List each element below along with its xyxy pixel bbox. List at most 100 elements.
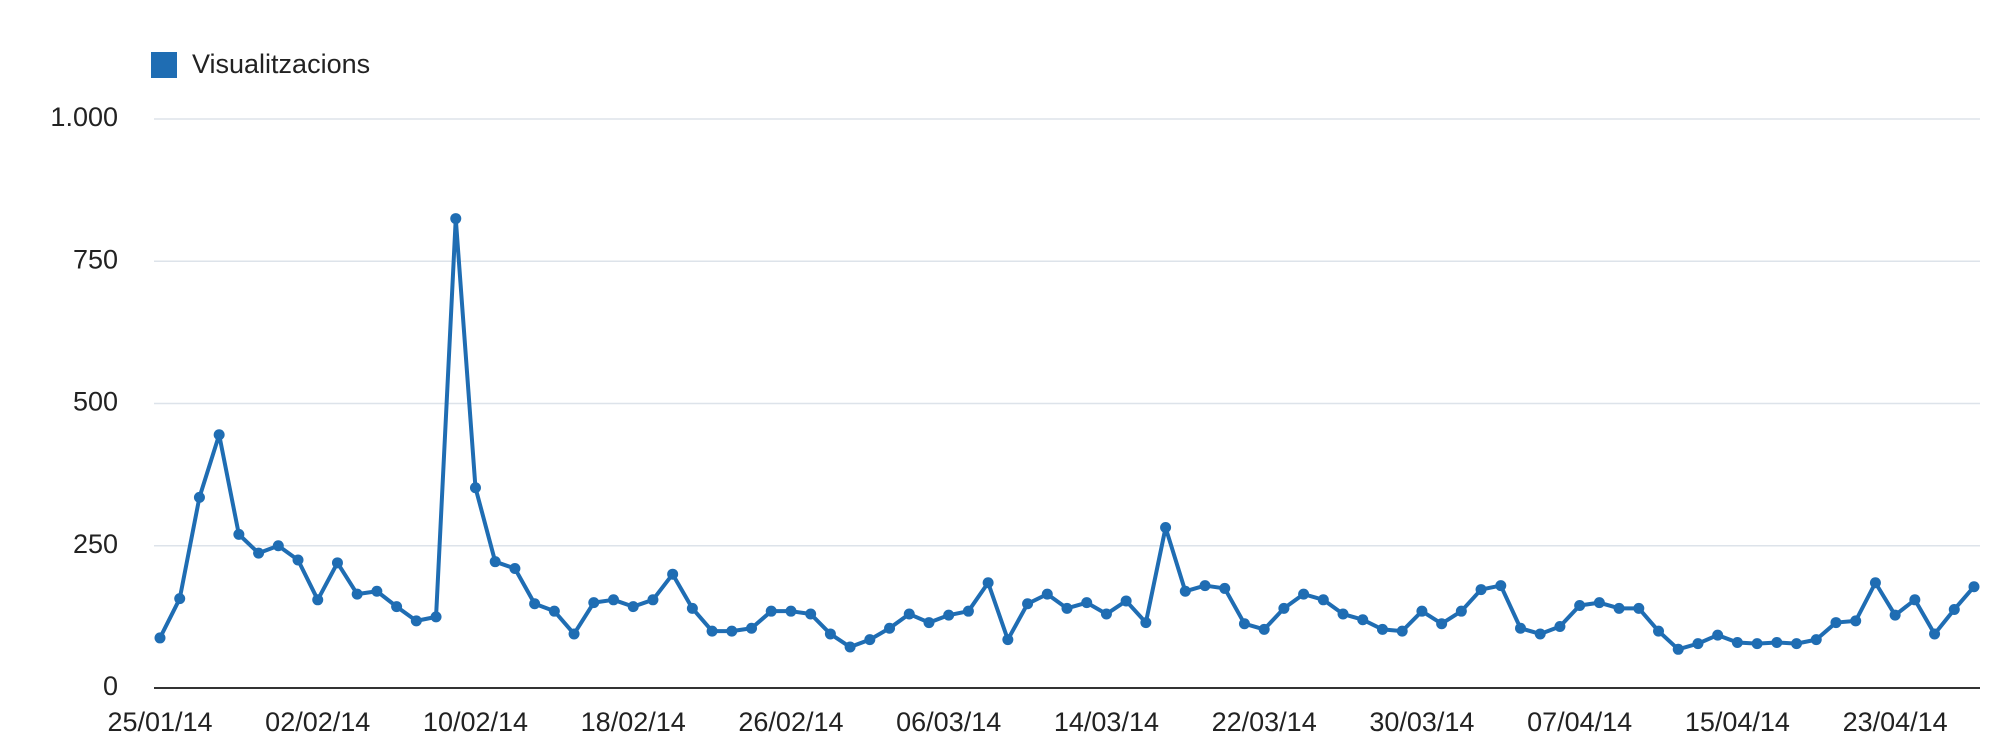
x-tick-label: 07/04/14	[1527, 707, 1632, 737]
data-point	[805, 608, 817, 620]
data-point	[450, 213, 462, 225]
data-point	[331, 557, 343, 569]
data-point	[233, 528, 245, 540]
data-point	[1613, 602, 1625, 614]
data-point	[1554, 621, 1566, 633]
data-point	[1968, 581, 1980, 593]
data-point	[1357, 614, 1369, 626]
data-point	[923, 617, 935, 629]
y-tick-label: 0	[103, 671, 118, 701]
x-tick-label: 14/03/14	[1054, 707, 1159, 737]
data-point	[844, 641, 856, 653]
y-tick-label: 750	[73, 244, 118, 274]
data-point	[1376, 623, 1388, 635]
data-point	[154, 632, 166, 644]
y-tick-label: 250	[73, 529, 118, 559]
data-point	[785, 605, 797, 617]
x-tick-label: 06/03/14	[896, 707, 1001, 737]
data-point	[174, 593, 186, 605]
data-point	[1810, 634, 1822, 646]
x-tick-label: 30/03/14	[1369, 707, 1474, 737]
data-point	[1771, 636, 1783, 648]
data-point	[1219, 582, 1231, 594]
data-point	[1948, 603, 1960, 615]
data-point	[1751, 638, 1763, 650]
data-point	[1909, 594, 1921, 606]
data-point	[864, 634, 876, 646]
y-tick-label: 1.000	[50, 102, 118, 132]
data-point	[1002, 634, 1014, 646]
data-point	[1929, 628, 1941, 640]
data-point	[1692, 638, 1704, 650]
data-point	[1081, 597, 1093, 609]
data-point	[686, 602, 698, 614]
data-point	[588, 597, 600, 609]
x-tick-label: 02/02/14	[265, 707, 370, 737]
data-point	[193, 491, 205, 503]
y-tick-label: 500	[73, 387, 118, 417]
data-point	[1337, 608, 1349, 620]
data-point	[1041, 588, 1053, 600]
data-point	[568, 628, 580, 640]
x-tick-label: 25/01/14	[107, 707, 212, 737]
x-tick-label: 23/04/14	[1843, 707, 1948, 737]
data-point	[548, 605, 560, 617]
data-point	[1199, 580, 1211, 592]
data-point	[1731, 636, 1743, 648]
data-point	[1278, 602, 1290, 614]
data-point	[272, 540, 284, 552]
data-point	[371, 585, 383, 597]
data-point	[1574, 599, 1586, 611]
data-point	[292, 554, 304, 566]
data-point	[1160, 522, 1172, 534]
data-point	[1653, 625, 1665, 637]
data-point	[962, 605, 974, 617]
data-point	[213, 429, 225, 441]
data-point	[1100, 608, 1112, 620]
data-point	[1712, 629, 1724, 641]
data-point	[509, 563, 521, 575]
data-point	[1298, 588, 1310, 600]
data-point	[1475, 584, 1487, 596]
data-point	[410, 615, 422, 627]
data-point	[647, 594, 659, 606]
data-point	[1140, 617, 1152, 629]
data-point	[608, 594, 619, 606]
data-point	[1850, 615, 1862, 627]
data-point	[627, 601, 639, 613]
x-tick-label: 26/02/14	[738, 707, 843, 737]
series-line	[158, 216, 1976, 652]
data-point	[1791, 638, 1803, 650]
x-tick-label: 22/03/14	[1212, 707, 1317, 737]
data-point	[529, 598, 541, 610]
data-point	[1672, 643, 1684, 655]
x-tick-label: 18/02/14	[581, 707, 686, 737]
data-point	[746, 622, 758, 634]
data-point	[1889, 609, 1901, 621]
data-point	[1120, 595, 1132, 607]
data-point	[1317, 594, 1329, 606]
data-point	[1061, 602, 1073, 614]
data-point	[351, 588, 363, 600]
data-point	[903, 608, 915, 620]
data-point	[1179, 585, 1191, 597]
data-point	[1258, 623, 1270, 635]
legend-swatch	[151, 52, 177, 78]
x-tick-label: 15/04/14	[1685, 707, 1790, 737]
data-point	[1593, 597, 1605, 609]
data-point	[667, 568, 679, 580]
data-point	[1455, 605, 1467, 617]
data-point	[253, 547, 265, 559]
data-point	[726, 625, 738, 637]
data-point	[469, 482, 481, 494]
data-point	[765, 605, 777, 617]
data-point	[1830, 617, 1842, 629]
data-point	[1869, 577, 1881, 589]
data-point	[312, 594, 324, 606]
data-point	[489, 556, 501, 568]
data-point	[1436, 618, 1448, 630]
data-point	[1534, 628, 1546, 640]
data-point	[1633, 602, 1645, 614]
data-point	[1238, 618, 1250, 630]
